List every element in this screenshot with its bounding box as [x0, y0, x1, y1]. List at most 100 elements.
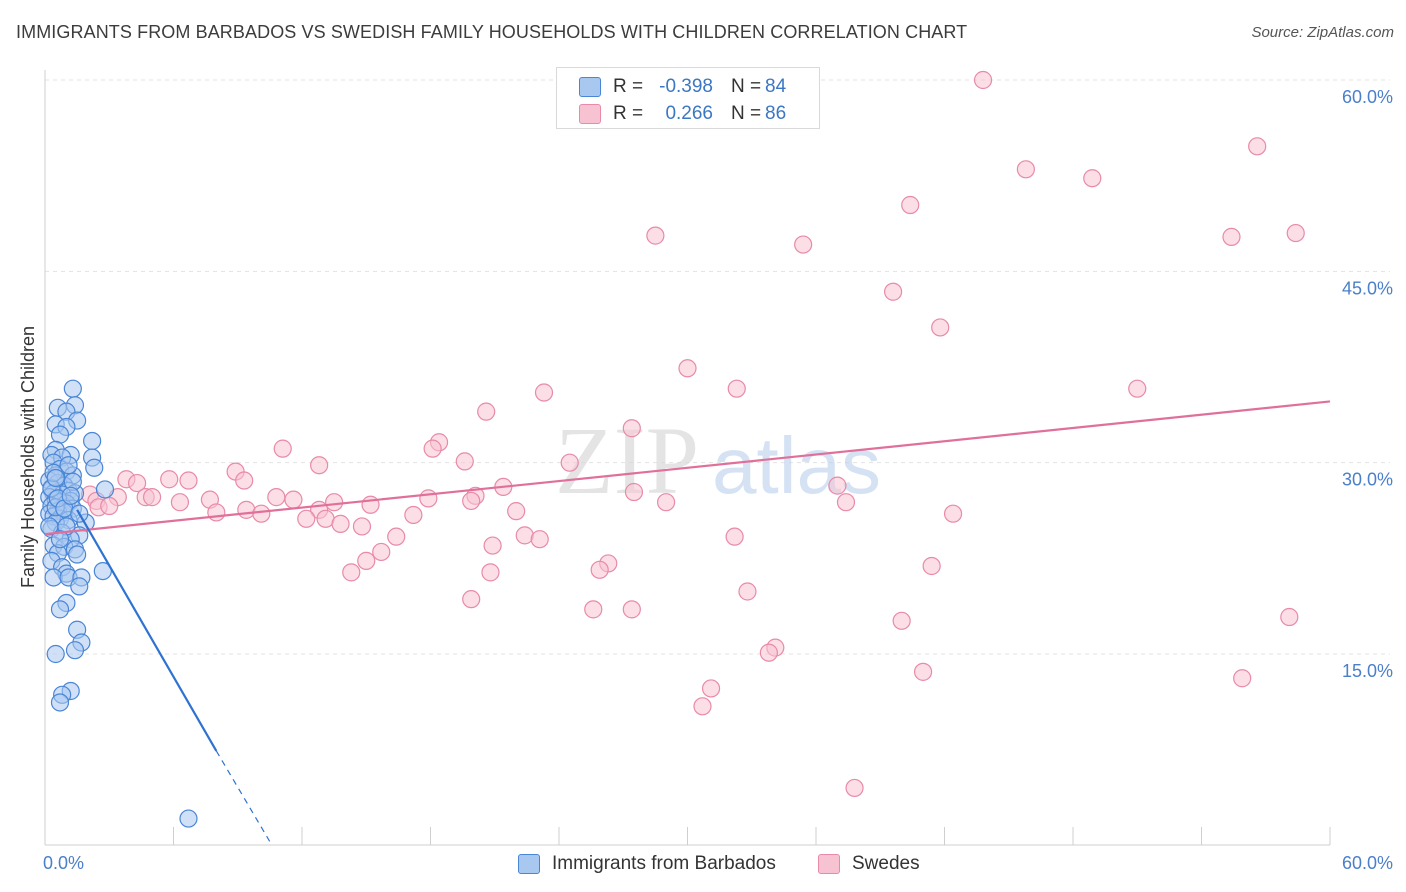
data-point — [883, 282, 903, 301]
data-point — [624, 482, 644, 502]
data-point — [922, 556, 941, 576]
data-point — [100, 496, 119, 516]
data-point — [590, 560, 609, 579]
y-tick-label: 45.0% — [1342, 278, 1393, 298]
data-point — [331, 514, 350, 533]
data-point — [1248, 137, 1267, 156]
data-point — [973, 70, 993, 90]
data-point — [483, 536, 502, 555]
data-point — [237, 500, 256, 519]
data-point — [179, 809, 198, 828]
x-tick-label-left: 0.0% — [43, 853, 84, 873]
data-point — [50, 425, 70, 444]
data-point — [50, 530, 70, 549]
data-point — [46, 644, 65, 664]
trendlines — [44, 400, 1331, 846]
data-point — [50, 693, 70, 712]
data-point — [507, 502, 526, 521]
legend-n-label: N = — [731, 76, 762, 97]
data-point — [207, 503, 226, 522]
data-point — [160, 470, 179, 489]
data-point — [404, 505, 423, 525]
series-swedes — [80, 70, 1305, 798]
legend-n-value: 86 — [765, 103, 787, 124]
data-point — [68, 545, 87, 564]
trendline-swedes — [44, 400, 1331, 536]
data-point — [1016, 160, 1035, 179]
data-point — [127, 473, 147, 493]
data-point — [656, 493, 676, 512]
data-point — [170, 493, 190, 512]
data-point — [462, 590, 481, 609]
trendline-barbados-extension — [215, 750, 273, 846]
data-point — [325, 493, 344, 512]
legend: R = -0.398 N = 84 R = 0.266 N = 86 — [556, 67, 820, 129]
bottom-legend-label-barbados: Immigrants from Barbados — [552, 853, 776, 874]
data-point — [481, 563, 500, 582]
data-point — [387, 527, 406, 546]
data-point — [515, 526, 534, 545]
bottom-legend-label-swedes: Swedes — [852, 853, 920, 874]
data-point — [46, 468, 65, 488]
legend-swatch-pink — [579, 104, 601, 124]
trendline-barbados — [76, 509, 218, 752]
data-point — [1233, 669, 1252, 688]
data-point — [693, 697, 712, 716]
data-point — [845, 778, 864, 798]
data-point — [1280, 607, 1299, 627]
data-point — [85, 458, 104, 477]
data-point — [352, 517, 372, 536]
data-point — [931, 318, 950, 337]
data-point — [534, 383, 554, 402]
data-point — [1128, 379, 1147, 398]
legend-r-value: -0.398 — [659, 76, 713, 97]
legend-r-value: 0.266 — [665, 103, 713, 124]
data-point — [61, 486, 80, 505]
data-point — [310, 456, 329, 475]
data-point — [1286, 223, 1305, 243]
data-point — [235, 471, 254, 490]
data-point — [65, 641, 85, 660]
data-point — [83, 431, 102, 451]
y-tick-label: 15.0% — [1342, 661, 1393, 681]
legend-n-label: N = — [731, 103, 762, 124]
data-point — [943, 504, 963, 523]
data-point — [1222, 227, 1241, 246]
data-point — [560, 453, 579, 472]
data-point — [142, 488, 162, 507]
data-point — [267, 488, 286, 507]
tick-labels: 15.0% 30.0% 45.0% 60.0% 0.0% 60.0% — [43, 87, 1393, 873]
data-point — [284, 490, 303, 509]
y-tick-label: 60.0% — [1342, 87, 1393, 107]
bottom-legend-swatch-blue — [518, 854, 540, 874]
data-point — [892, 611, 911, 630]
data-point — [342, 563, 361, 582]
data-point — [738, 582, 757, 601]
data-point — [70, 577, 89, 596]
legend-swatch-blue — [579, 77, 601, 97]
data-point — [419, 489, 438, 508]
bottom-legend-swedes: Swedes — [818, 852, 920, 876]
grid-lines — [45, 79, 1390, 655]
data-point — [794, 235, 813, 254]
chart-title: IMMIGRANTS FROM BARBADOS VS SWEDISH FAMI… — [16, 22, 968, 42]
legend-row-barbados: R = -0.398 N = 84 — [579, 75, 786, 99]
legend-row-swedes: R = 0.266 N = 86 — [579, 102, 786, 126]
bottom-legend-barbados: Immigrants from Barbados — [518, 852, 776, 876]
legend-r-label: R = — [613, 76, 644, 97]
data-point — [63, 379, 82, 398]
data-point — [455, 452, 474, 471]
data-point — [759, 643, 778, 662]
data-point — [725, 527, 744, 546]
data-point — [727, 379, 746, 398]
data-point — [50, 600, 70, 619]
data-point — [622, 419, 641, 438]
data-point — [357, 551, 376, 570]
data-point — [701, 679, 721, 698]
data-point — [530, 530, 549, 549]
data-point — [372, 542, 391, 562]
series-barbados — [40, 379, 198, 828]
data-point — [584, 600, 603, 619]
data-point — [179, 471, 198, 490]
